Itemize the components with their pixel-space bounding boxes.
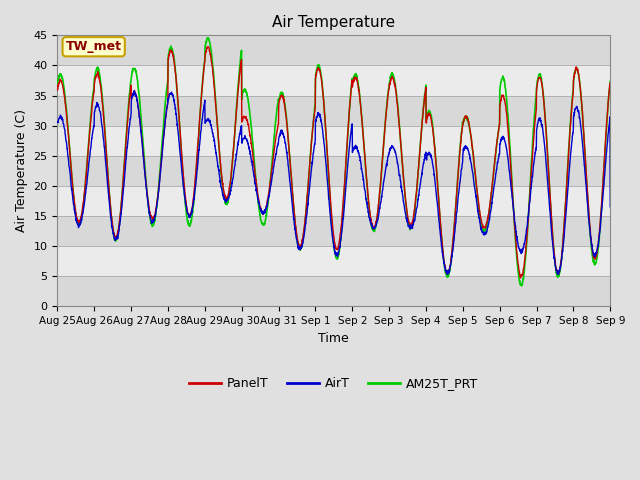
AM25T_PRT [54, 81, 61, 86]
Title: Air Temperature: Air Temperature [272, 15, 396, 30]
AM25T_PRT [228, 163, 236, 169]
PanelT [532, 110, 540, 116]
Line: AM25T_PRT: AM25T_PRT [58, 38, 611, 286]
AirT [131, 88, 138, 94]
AirT [228, 180, 236, 186]
AirT [54, 120, 61, 125]
AM25T_PRT [109, 225, 116, 231]
AirT [109, 227, 116, 233]
Text: TW_met: TW_met [66, 40, 122, 53]
AirT [599, 195, 607, 201]
PanelT [516, 275, 524, 281]
Bar [58, 216, 611, 246]
PanelT [204, 44, 212, 50]
AM25T_PRT [204, 35, 211, 41]
AM25T_PRT [500, 77, 508, 83]
AirT [532, 147, 540, 153]
AM25T_PRT [599, 185, 607, 191]
PanelT [228, 161, 236, 167]
Bar [58, 246, 611, 276]
Bar [58, 186, 611, 216]
Bar [58, 276, 611, 306]
X-axis label: Time: Time [319, 332, 349, 345]
PanelT [54, 87, 61, 93]
Legend: PanelT, AirT, AM25T_PRT: PanelT, AirT, AM25T_PRT [184, 372, 483, 396]
AirT [367, 220, 375, 226]
Bar [58, 156, 611, 186]
Bar [58, 96, 611, 126]
Line: PanelT: PanelT [58, 47, 611, 278]
PanelT [500, 96, 508, 102]
AirT [607, 204, 614, 210]
Line: AirT: AirT [58, 91, 611, 275]
AirT [444, 272, 451, 277]
Bar [58, 65, 611, 96]
PanelT [607, 81, 614, 86]
AM25T_PRT [518, 283, 525, 289]
PanelT [367, 216, 375, 222]
AM25T_PRT [607, 78, 614, 84]
Bar [58, 36, 611, 65]
AirT [500, 137, 508, 143]
PanelT [599, 181, 607, 187]
PanelT [109, 223, 116, 228]
AM25T_PRT [532, 96, 540, 102]
AM25T_PRT [367, 220, 375, 226]
Bar [58, 126, 611, 156]
Y-axis label: Air Temperature (C): Air Temperature (C) [15, 109, 28, 232]
